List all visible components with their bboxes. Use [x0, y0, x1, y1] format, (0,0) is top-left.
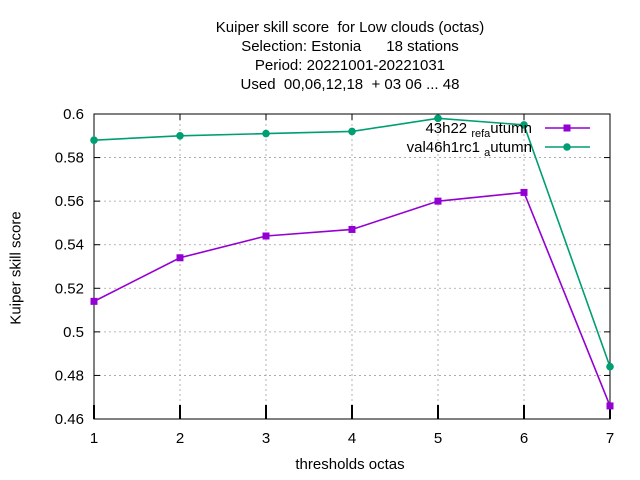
y-axis-label: Kuiper skill score	[7, 211, 25, 325]
data-point-s0-0	[90, 297, 98, 305]
x-tick-label-1: 2	[176, 430, 184, 447]
y-tick-label-6: 0.58	[55, 150, 84, 167]
data-point-s0-3	[348, 225, 356, 233]
legend-label-0: 43h22 refautumn	[425, 120, 532, 140]
data-point-s0-5	[520, 188, 528, 196]
data-point-s1-6	[606, 362, 614, 371]
legend-label-1: val46h1rc1 autumn	[407, 139, 532, 159]
y-tick-label-0: 0.46	[55, 411, 84, 428]
data-point-s1-4	[434, 114, 442, 123]
y-tick-label-3: 0.52	[55, 280, 84, 297]
data-point-s0-1	[176, 254, 184, 262]
x-tick-label-4: 5	[434, 430, 442, 447]
data-point-s1-3	[348, 127, 356, 136]
y-tick-label-2: 0.5	[63, 324, 84, 341]
title-line-3: Period: 20221001-20221031	[254, 57, 446, 74]
x-tick-label-5: 6	[520, 430, 528, 447]
legend-marker-1	[563, 143, 571, 151]
x-tick-label-6: 7	[606, 430, 614, 447]
legend-marker-0	[563, 124, 571, 132]
data-point-s0-6	[606, 402, 614, 410]
title-line-2: Selection: Estonia 18 stations	[241, 38, 459, 55]
data-point-s0-4	[434, 197, 442, 205]
y-tick-label-1: 0.48	[55, 367, 84, 384]
x-tick-label-0: 1	[90, 430, 98, 447]
x-tick-label-2: 3	[262, 430, 270, 447]
y-tick-label-5: 0.56	[55, 193, 84, 210]
chart-title: Kuiper skill score for Low clouds (octas…	[150, 18, 550, 94]
title-line-1: Kuiper skill score for Low clouds (octas…	[215, 19, 485, 36]
data-point-s1-1	[176, 131, 184, 140]
y-tick-label-7: 0.6	[63, 106, 84, 123]
x-tick-label-3: 4	[348, 430, 356, 447]
data-point-s0-2	[262, 232, 270, 240]
data-point-s1-5	[520, 121, 528, 129]
title-line-4: Used 00,06,12,18 + 03 06 ... 48	[240, 76, 460, 93]
data-point-s1-2	[262, 129, 270, 138]
x-axis-label: thresholds octas	[295, 456, 405, 473]
y-tick-label-4: 0.54	[55, 237, 84, 254]
data-point-s1-0	[90, 136, 98, 144]
